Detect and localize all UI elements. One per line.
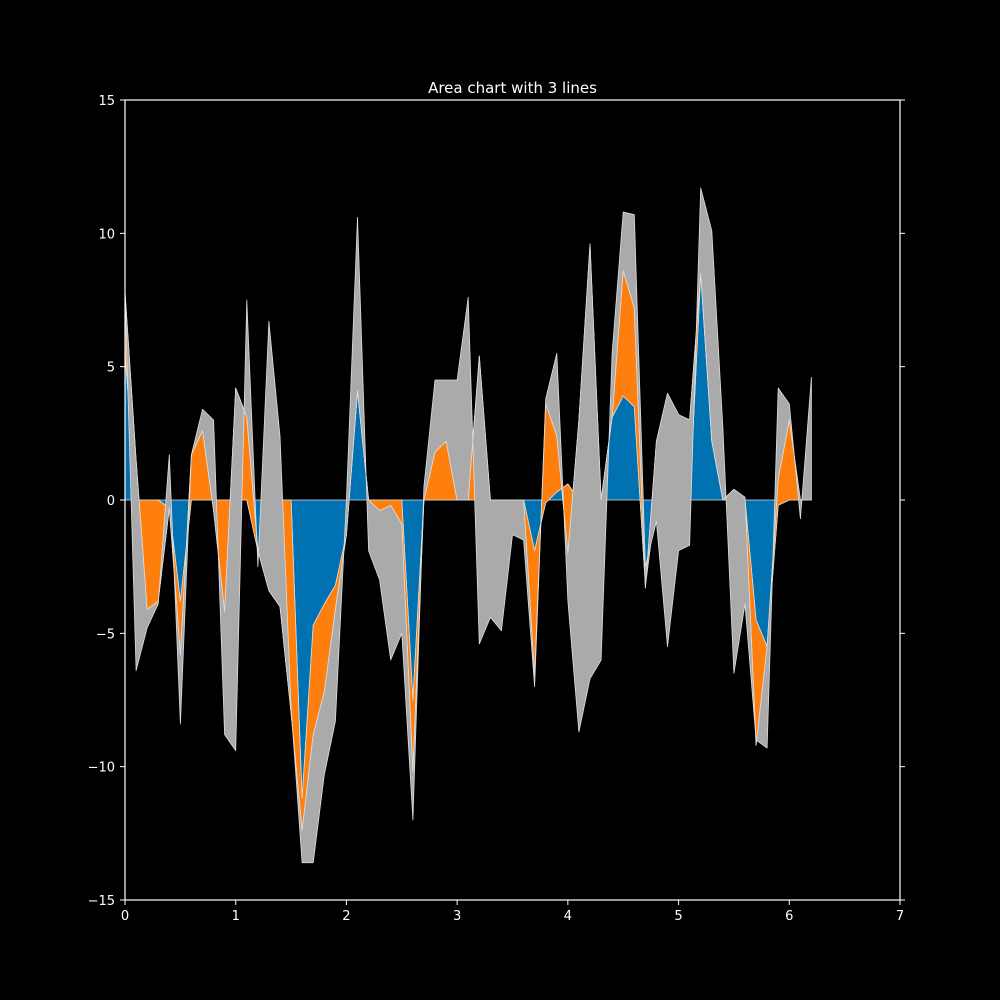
x-tick-label: 5 (674, 909, 682, 924)
y-tick-label: −10 (88, 761, 115, 776)
x-tick-label: 0 (121, 909, 129, 924)
x-tick-label: 4 (564, 909, 572, 924)
y-tick-label: −5 (96, 627, 115, 642)
x-tick-label: 7 (896, 909, 904, 924)
y-tick-label: 0 (107, 494, 115, 509)
y-tick-label: 10 (98, 227, 115, 242)
y-tick-label: 5 (107, 361, 115, 376)
y-axis: −15 −10 −5 0 5 10 15 (88, 94, 905, 909)
x-tick-label: 1 (232, 909, 240, 924)
y-tick-label: −15 (88, 894, 115, 909)
chart-title: Area chart with 3 lines (428, 79, 597, 97)
area-layers (124, 187, 812, 864)
x-tick-label: 3 (453, 909, 461, 924)
x-axis: 0 1 2 3 4 5 6 7 (121, 900, 904, 924)
x-tick-label: 6 (785, 909, 793, 924)
x-tick-label: 2 (342, 909, 350, 924)
area-series-3 (124, 187, 812, 864)
y-tick-label: 15 (98, 94, 115, 109)
